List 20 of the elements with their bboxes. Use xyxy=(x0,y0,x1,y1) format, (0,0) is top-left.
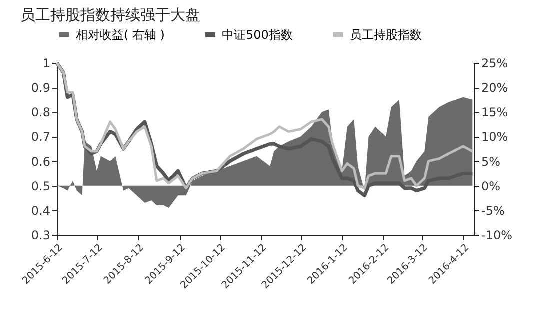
legend-label: 相对收益( 右轴 ) xyxy=(76,28,165,42)
y2-tick-label: -10% xyxy=(482,228,513,242)
y-tick-label: 0.3 xyxy=(31,228,50,242)
y-tick-label: 0.7 xyxy=(31,130,50,144)
y-tick-label: 0.4 xyxy=(31,204,50,218)
legend-label: 中证500指数 xyxy=(222,28,293,42)
y-tick-label: 0.6 xyxy=(31,154,50,169)
legend-label: 员工持股指数 xyxy=(350,28,422,42)
y-tick-label: 0.5 xyxy=(31,179,50,194)
y2-tick-label: 15% xyxy=(482,106,508,120)
y2-tick-label: 20% xyxy=(482,81,508,96)
y2-tick-label: -5% xyxy=(482,204,505,218)
chart-title: 员工持股指数持续强于大盘 xyxy=(20,6,200,24)
y2-tick-label: 5% xyxy=(482,154,501,169)
y2-tick-label: 0% xyxy=(482,179,501,194)
y2-tick-label: 25% xyxy=(482,56,508,70)
y-tick-label: 0.8 xyxy=(31,106,50,120)
y-tick-label: 0.9 xyxy=(31,81,50,96)
y2-tick-label: 10% xyxy=(482,130,508,144)
y-tick-label: 1 xyxy=(42,56,50,70)
